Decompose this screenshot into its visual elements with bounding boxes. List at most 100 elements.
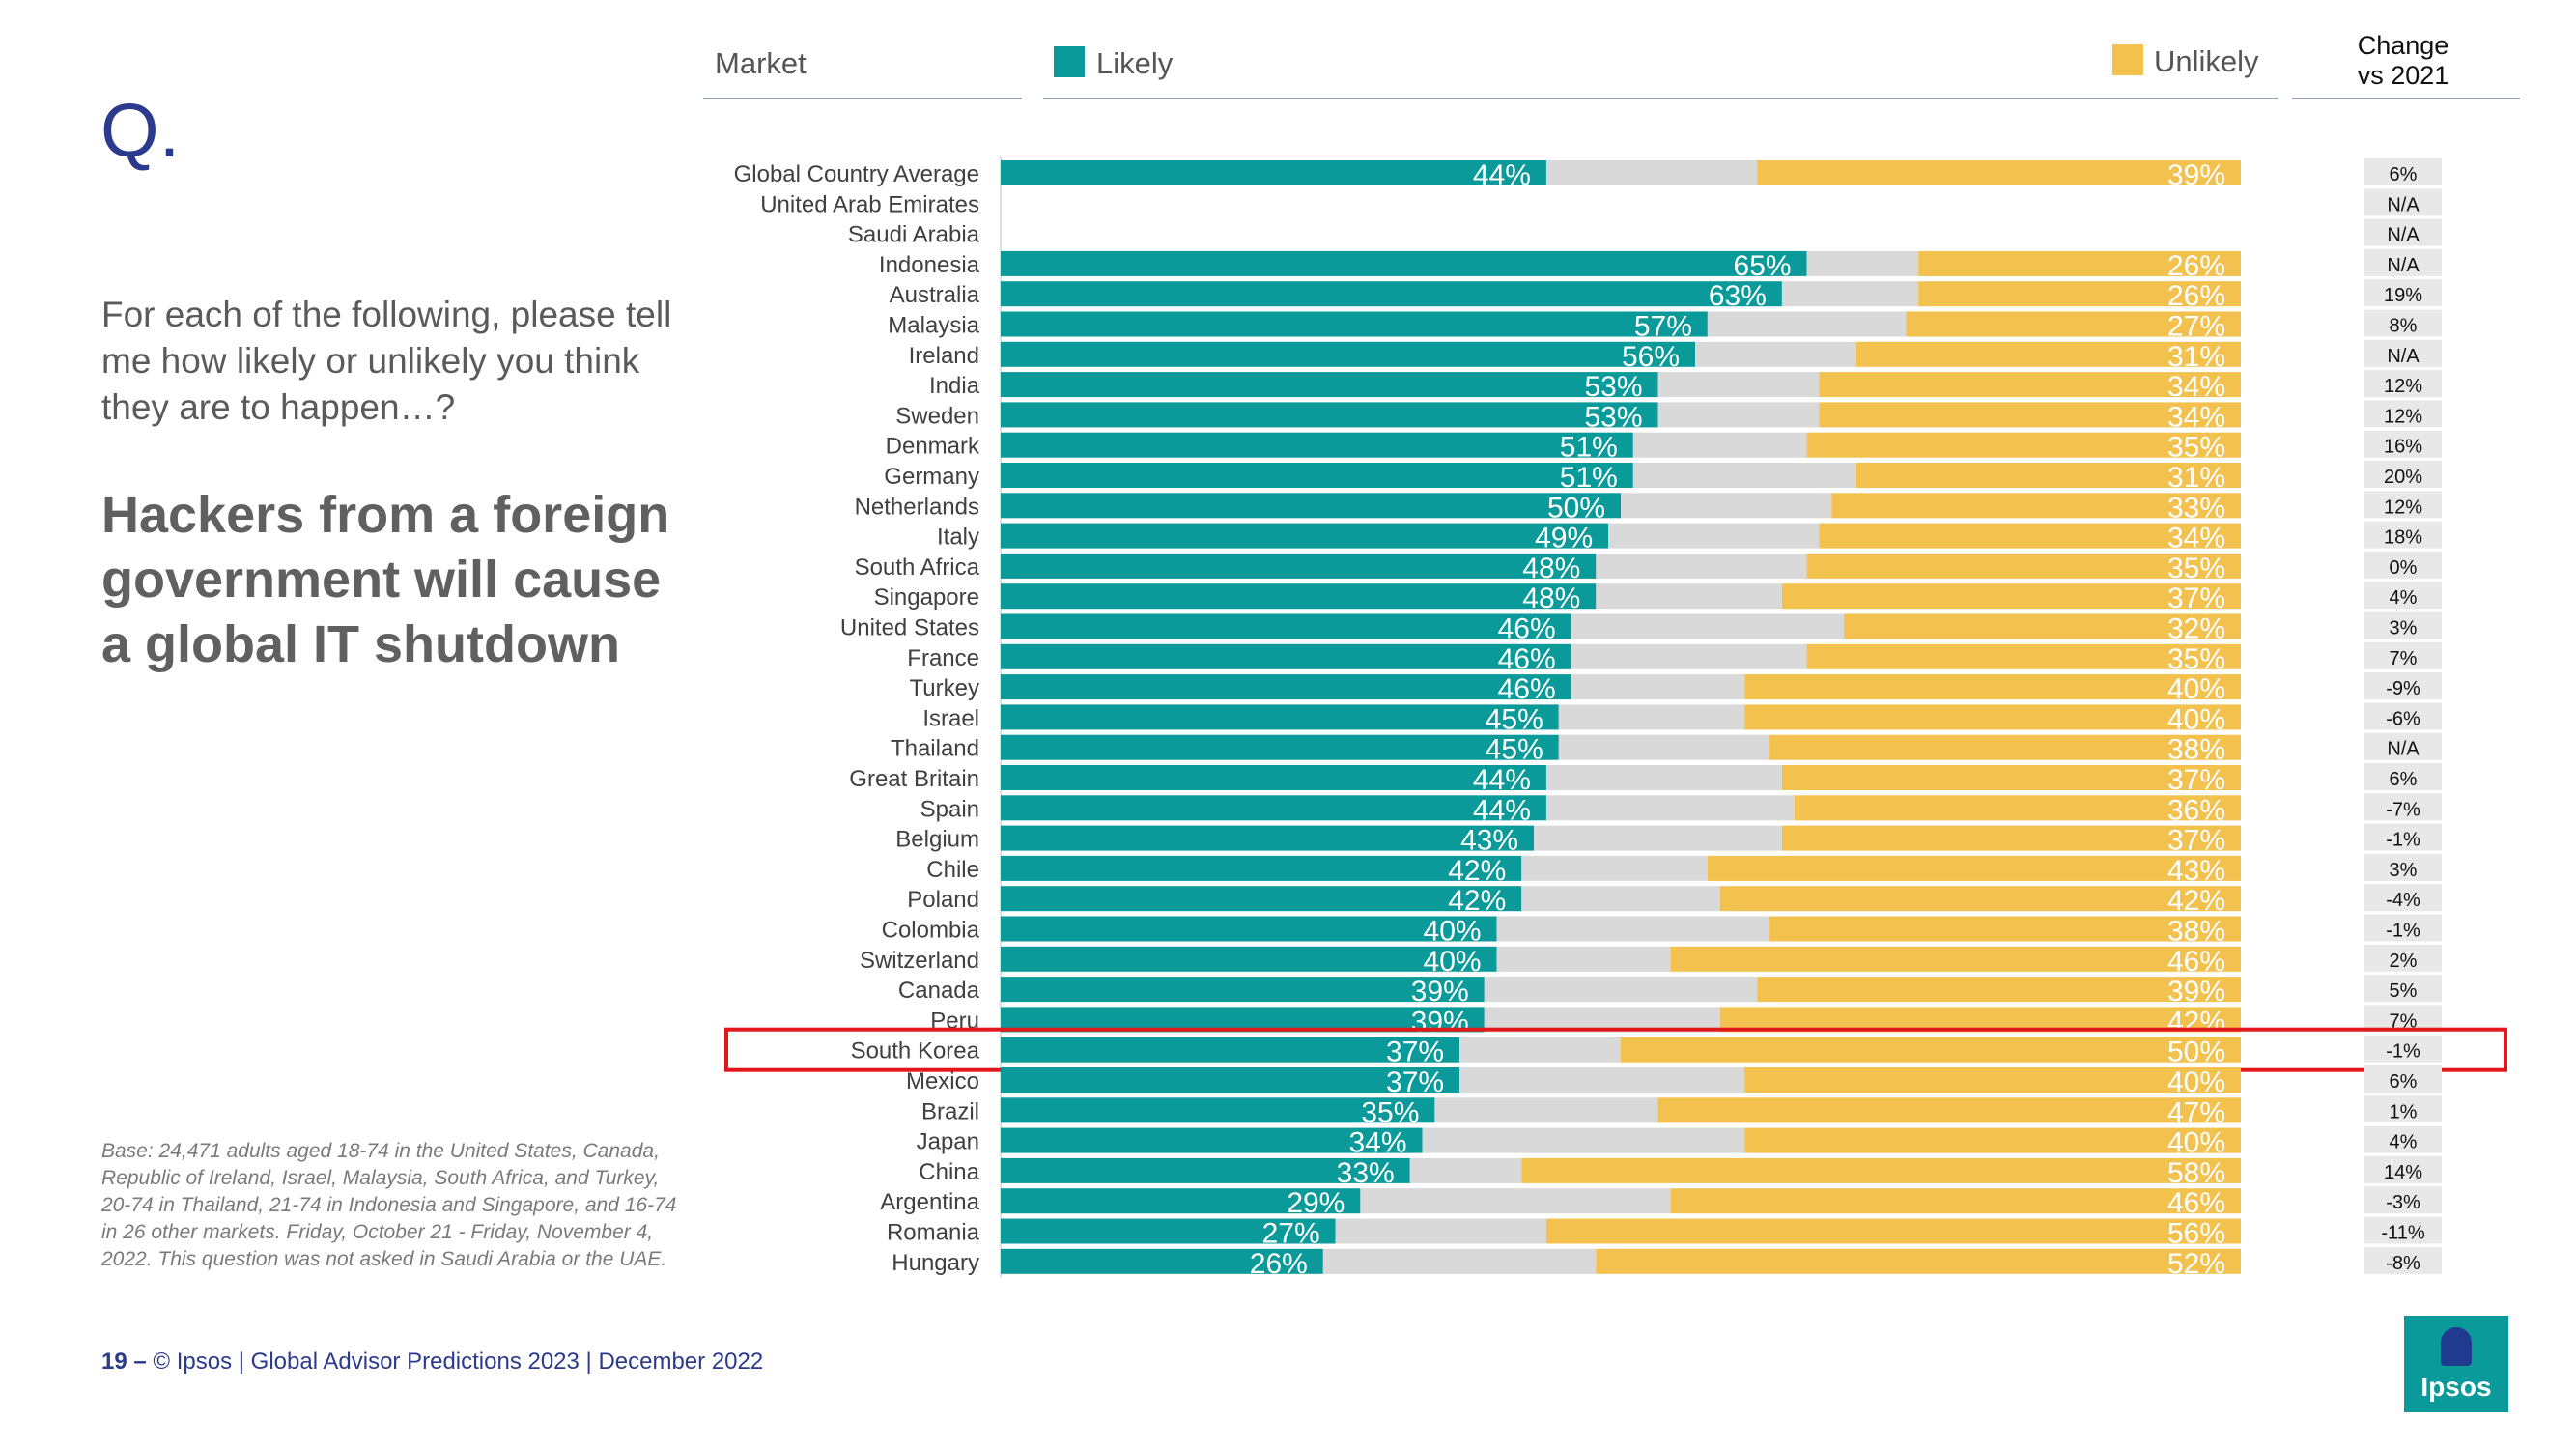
unlikely-value-label: 37% [2167, 825, 2225, 857]
change-cell [2364, 1246, 2442, 1274]
change-cell [2364, 672, 2442, 700]
neutral-bar [1322, 1248, 1597, 1274]
unlikely-value-label: 38% [2167, 916, 2225, 948]
change-cell [2364, 339, 2442, 367]
market-label: Ireland [909, 343, 979, 369]
unlikely-bar [1719, 886, 2241, 912]
change-cell [2364, 1125, 2442, 1153]
unlikely-bar [1806, 553, 2241, 579]
unlikely-bar [1781, 583, 2241, 610]
likely-bar [1001, 1127, 1423, 1153]
market-label: Thailand [891, 736, 979, 762]
likely-value-label: 39% [1411, 976, 1469, 1008]
unlikely-bar [1769, 734, 2241, 760]
change-value: -7% [2386, 799, 2420, 820]
likely-value-label: 46% [1498, 613, 1556, 645]
unlikely-value-label: 52% [2167, 1248, 2225, 1280]
likely-value-label: 42% [1448, 855, 1506, 887]
likely-value-label: 46% [1498, 643, 1556, 675]
neutral-bar [1545, 795, 1795, 821]
neutral-bar [1545, 765, 1782, 790]
likely-value-label: 26% [1250, 1248, 1308, 1280]
unlikely-bar [1757, 977, 2241, 1003]
neutral-bar [1657, 402, 1820, 428]
unlikely-value-label: 40% [2167, 1127, 2225, 1159]
likely-bar [1001, 250, 1807, 276]
change-value: 4% [2390, 587, 2418, 609]
change-cell [2364, 551, 2442, 579]
change-cell [2364, 975, 2442, 1003]
unlikely-bar [1844, 613, 2241, 639]
market-label: Sweden [895, 403, 979, 429]
market-label: Mexico [906, 1068, 979, 1094]
unlikely-value-label: 26% [2167, 280, 2225, 312]
change-value: -4% [2386, 890, 2420, 911]
likely-value-label: 45% [1486, 734, 1543, 766]
likely-value-label: 53% [1584, 401, 1642, 433]
likely-bar [1001, 1248, 1323, 1274]
footer: 19 – © Ipsos | Global Advisor Prediction… [101, 1349, 763, 1376]
likely-value-label: 56% [1622, 341, 1680, 373]
neutral-bar [1596, 583, 1782, 610]
change-value: 20% [2384, 467, 2422, 488]
change-value: 3% [2390, 860, 2418, 881]
market-label: Singapore [874, 584, 979, 611]
unlikely-value-label: 34% [2167, 401, 2225, 433]
unlikely-value-label: 38% [2167, 734, 2225, 766]
neutral-bar [1707, 311, 1907, 337]
unlikely-value-label: 40% [2167, 1066, 2225, 1098]
change-value: 12% [2384, 376, 2422, 397]
likely-value-label: 42% [1448, 885, 1506, 917]
market-label: Malaysia [888, 313, 979, 339]
neutral-bar [1695, 341, 1856, 367]
likely-bar [1001, 674, 1571, 700]
change-value: 6% [2390, 164, 2418, 185]
unlikely-bar [1781, 825, 2241, 851]
unlikely-bar [1906, 311, 2241, 337]
neutral-bar [1496, 946, 1671, 972]
unlikely-value-label: 37% [2167, 582, 2225, 614]
change-value: N/A [2387, 225, 2420, 246]
change-value: 4% [2390, 1132, 2418, 1153]
market-label: Global Country Average [734, 161, 979, 187]
unlikely-value-label: 39% [2167, 159, 2225, 191]
unlikely-bar [1545, 1218, 2241, 1244]
unlikely-bar [1855, 463, 2241, 488]
market-label: Israel [922, 705, 979, 731]
unlikely-bar [1596, 1248, 2241, 1274]
likely-bar [1001, 613, 1571, 639]
likely-value-label: 43% [1460, 825, 1518, 857]
unlikely-value-label: 47% [2167, 1096, 2225, 1128]
unlikely-bar [1918, 250, 2241, 276]
neutral-bar [1521, 855, 1708, 881]
likely-value-label: 37% [1386, 1037, 1444, 1068]
unlikely-bar [1521, 1157, 2241, 1183]
likely-value-label: 37% [1386, 1066, 1444, 1098]
likely-bar [1001, 432, 1633, 458]
market-label: Argentina [880, 1189, 979, 1215]
change-value: -8% [2386, 1253, 2420, 1274]
change-cell [2364, 1065, 2442, 1093]
likely-value-label: 44% [1473, 794, 1531, 826]
unlikely-value-label: 31% [2167, 341, 2225, 373]
neutral-bar [1632, 432, 1807, 458]
likely-value-label: 57% [1634, 311, 1692, 343]
unlikely-bar [1757, 160, 2241, 185]
neutral-bar [1360, 1188, 1671, 1214]
neutral-bar [1621, 493, 1832, 519]
market-label: Netherlands [855, 494, 979, 520]
unlikely-value-label: 42% [2167, 885, 2225, 917]
market-label: United States [840, 615, 979, 641]
change-cell [2364, 461, 2442, 488]
base-note: Base: 24,471 adults aged 18-74 in the Un… [101, 1140, 677, 1270]
likely-bar [1001, 704, 1559, 730]
market-label: Colombia [882, 918, 980, 944]
likely-bar [1001, 825, 1535, 851]
unlikely-value-label: 46% [2167, 1187, 2225, 1219]
change-value: 12% [2384, 406, 2422, 427]
likely-bar [1001, 946, 1497, 972]
likely-value-label: 49% [1535, 523, 1593, 554]
change-cell [2364, 188, 2442, 216]
likely-bar [1001, 765, 1546, 790]
